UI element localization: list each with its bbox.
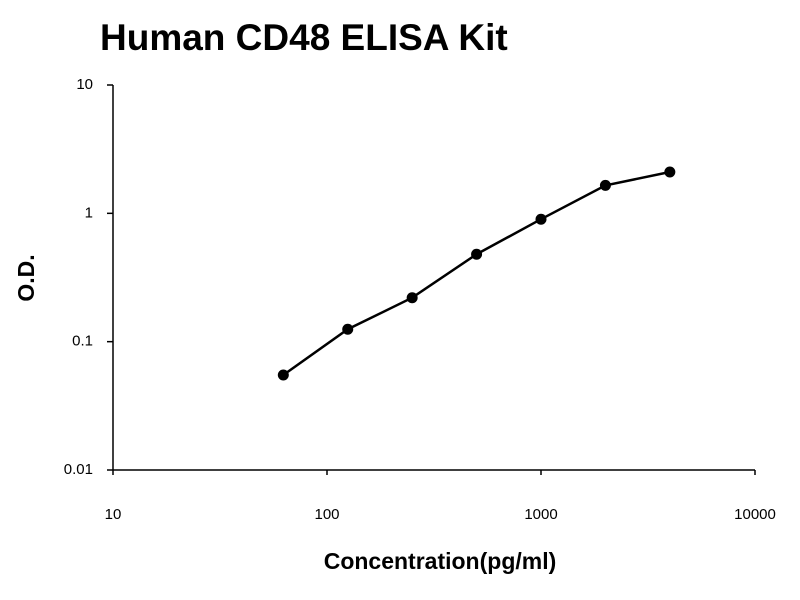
x-axis-label: Concentration(pg/ml) bbox=[324, 548, 557, 574]
data-point bbox=[664, 166, 676, 178]
chart-title: Human CD48 ELISA Kit bbox=[100, 17, 508, 58]
data-point bbox=[471, 248, 483, 260]
data-point bbox=[277, 369, 289, 381]
data-point bbox=[406, 292, 418, 304]
x-tick-label: 1000 bbox=[524, 506, 557, 523]
data-point bbox=[342, 323, 354, 335]
y-tick-label: 0.1 bbox=[72, 333, 93, 350]
data-point bbox=[599, 179, 611, 191]
x-tick-label: 10 bbox=[105, 506, 122, 523]
data-point bbox=[535, 213, 547, 225]
y-axis-label: O.D. bbox=[13, 254, 39, 301]
y-tick-label: 1 bbox=[85, 204, 93, 221]
x-tick-label: 100 bbox=[314, 506, 339, 523]
y-tick-label: 0.01 bbox=[64, 461, 93, 478]
y-tick-label: 10 bbox=[76, 76, 93, 93]
x-tick-label: 10000 bbox=[734, 506, 776, 523]
fit-line bbox=[282, 170, 671, 377]
